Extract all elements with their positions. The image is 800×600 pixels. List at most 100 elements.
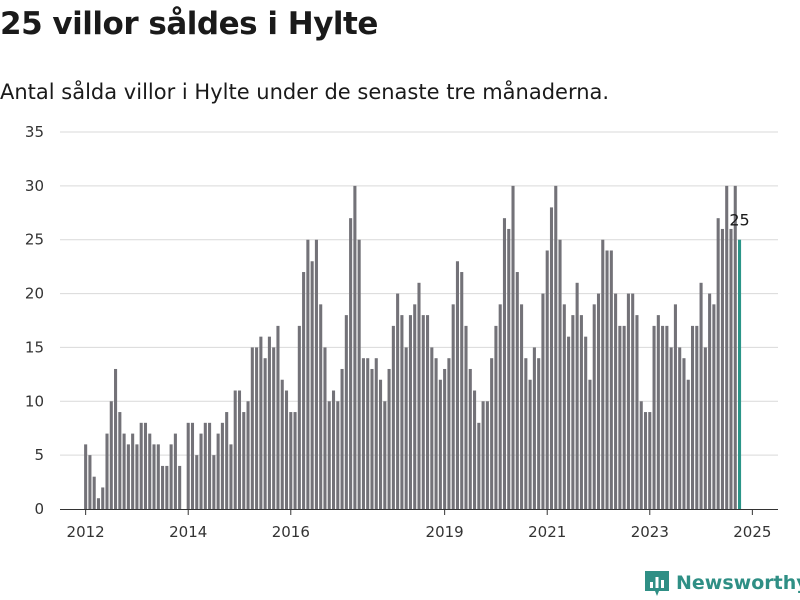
bar — [643, 412, 648, 509]
bar — [686, 379, 690, 509]
newsworthy-logo-icon — [645, 571, 669, 596]
bar — [178, 465, 182, 509]
bar — [729, 228, 733, 509]
x-tick-label: 2023 — [631, 523, 669, 541]
bar — [366, 358, 370, 509]
bar — [340, 368, 344, 509]
bar — [455, 261, 460, 509]
bar — [92, 476, 96, 509]
bar — [225, 412, 229, 509]
bar — [297, 325, 301, 509]
bar — [280, 379, 284, 509]
newsworthy-logo: Newsworthy — [644, 569, 800, 597]
bar — [105, 433, 109, 509]
bar — [417, 282, 421, 509]
y-tick-label: 35 — [25, 123, 44, 141]
x-tick-label: 2021 — [528, 523, 566, 541]
y-tick-label: 25 — [25, 231, 44, 249]
bar — [242, 412, 246, 509]
data-labels: 25 — [729, 211, 749, 230]
bar — [571, 315, 575, 509]
bar — [430, 347, 434, 509]
bar — [310, 261, 314, 509]
bar — [229, 444, 233, 509]
x-tick-label: 2019 — [426, 523, 464, 541]
bar — [314, 239, 318, 509]
bar — [289, 412, 293, 509]
bar — [678, 347, 682, 509]
bar — [635, 315, 639, 509]
bar — [190, 422, 195, 509]
bar — [460, 272, 464, 509]
bar — [588, 379, 592, 509]
bar — [699, 282, 703, 509]
bar — [344, 315, 348, 509]
bar — [618, 325, 622, 509]
bar — [609, 250, 613, 509]
y-tick-label: 0 — [34, 500, 44, 518]
bar — [716, 218, 720, 509]
bar — [473, 390, 477, 509]
bar — [601, 239, 605, 509]
bar — [661, 325, 665, 509]
bar — [614, 293, 618, 509]
y-tick-label: 15 — [25, 338, 44, 356]
bar — [720, 228, 724, 509]
bar — [255, 347, 259, 509]
bar — [545, 250, 549, 509]
bar — [708, 293, 712, 509]
x-axis: 2012 2014 2016 2019 2021 2023 2025 — [60, 509, 778, 541]
bar — [579, 315, 583, 509]
bar — [263, 358, 267, 509]
bar — [477, 422, 481, 509]
bar — [404, 347, 408, 509]
bar — [169, 444, 173, 509]
bar — [464, 325, 468, 509]
bar — [357, 239, 361, 509]
bar — [665, 325, 669, 509]
chart-subtitle: Antal sålda villor i Hylte under de sena… — [0, 80, 610, 104]
bar — [353, 185, 357, 509]
bar — [584, 336, 588, 509]
bar — [639, 401, 643, 509]
bar — [267, 336, 271, 509]
highlight-value-label: 25 — [729, 211, 749, 230]
bar — [515, 272, 519, 509]
bar — [152, 444, 156, 509]
bar — [695, 325, 699, 509]
bar — [468, 368, 472, 509]
bar — [511, 185, 515, 509]
bar — [122, 433, 126, 509]
bar — [554, 185, 558, 509]
bar — [284, 390, 289, 509]
bar — [396, 293, 400, 509]
bar — [485, 401, 489, 509]
bar — [361, 358, 365, 509]
bar — [690, 325, 695, 509]
bar — [532, 347, 536, 509]
bar — [669, 347, 673, 509]
bar — [451, 304, 455, 509]
bar — [652, 325, 656, 509]
bar — [259, 336, 263, 509]
bar — [323, 347, 327, 509]
bar — [212, 455, 216, 509]
x-tick-label: 2014 — [169, 523, 207, 541]
bar — [88, 455, 92, 509]
bar — [370, 368, 374, 509]
bar — [195, 455, 199, 509]
bar — [208, 422, 212, 509]
bar — [391, 325, 395, 509]
bar — [605, 250, 609, 509]
bar — [524, 358, 528, 509]
bars — [84, 185, 742, 509]
x-tick-label: 2012 — [67, 523, 105, 541]
x-tick-label: 2016 — [272, 523, 310, 541]
bar — [541, 293, 545, 509]
bar — [421, 315, 425, 509]
bar — [331, 390, 336, 509]
bar — [246, 401, 250, 509]
bar — [656, 315, 660, 509]
bar — [567, 336, 571, 509]
bar — [562, 304, 566, 509]
